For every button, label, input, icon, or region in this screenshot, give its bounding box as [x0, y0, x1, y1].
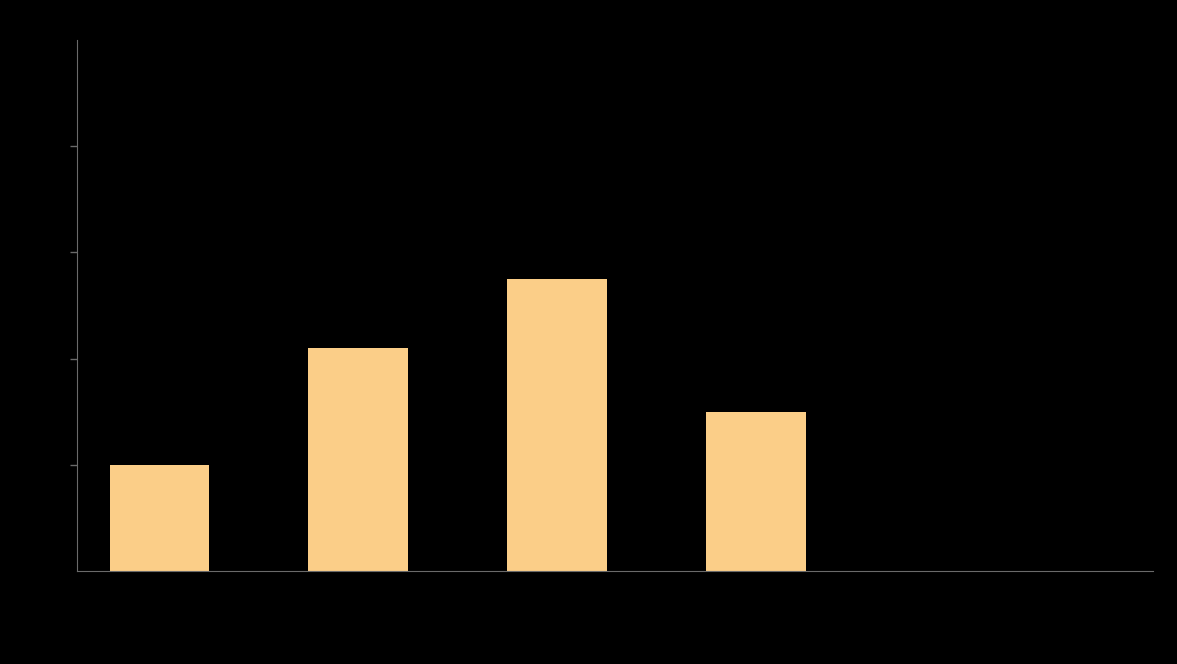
Bar	[308, 348, 408, 571]
Bar	[109, 465, 210, 571]
Bar	[706, 412, 805, 571]
Bar	[507, 279, 606, 571]
